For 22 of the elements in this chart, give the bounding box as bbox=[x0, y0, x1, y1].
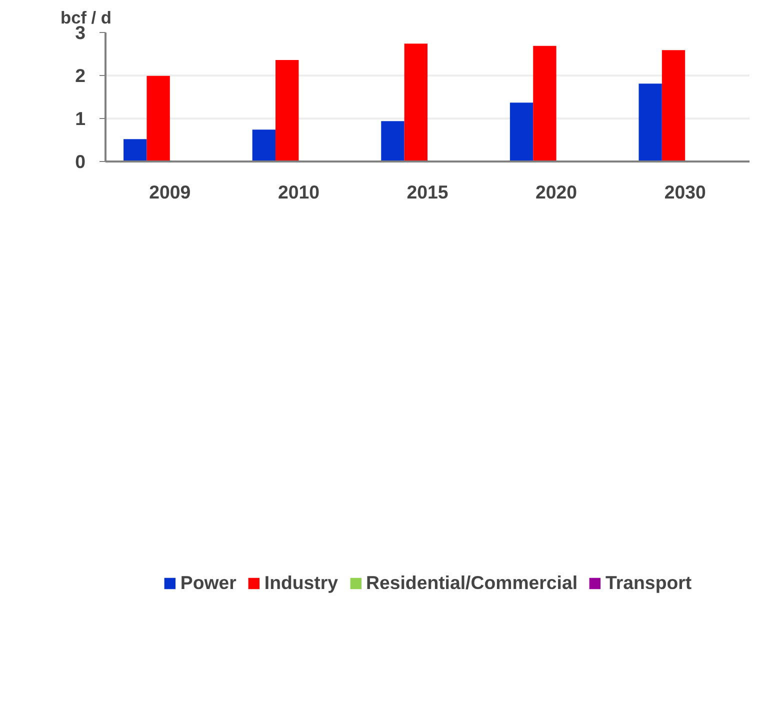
x-tick-label: 2010 bbox=[278, 182, 320, 202]
bar bbox=[510, 102, 534, 162]
bar bbox=[146, 76, 170, 162]
legend-label: Power bbox=[180, 572, 236, 594]
x-tick-label: 2009 bbox=[149, 182, 191, 202]
bar bbox=[404, 44, 428, 162]
x-tick-label: 2015 bbox=[406, 182, 448, 202]
bar bbox=[533, 46, 556, 162]
legend-label: Industry bbox=[264, 572, 338, 594]
y-tick-label: 2 bbox=[75, 65, 86, 86]
x-tick-label: 2030 bbox=[664, 182, 706, 202]
legend-label: Transport bbox=[606, 572, 692, 594]
bar bbox=[638, 84, 662, 162]
y-tick-label: 0 bbox=[75, 151, 86, 172]
bar bbox=[252, 130, 276, 162]
bar bbox=[276, 60, 299, 162]
bar bbox=[662, 50, 686, 162]
x-tick-label: 2020 bbox=[536, 182, 578, 202]
y-tick-label: 1 bbox=[75, 108, 86, 129]
bar bbox=[381, 121, 404, 162]
legend-label: Residential/Commercial bbox=[366, 572, 578, 594]
bar bbox=[124, 139, 147, 162]
